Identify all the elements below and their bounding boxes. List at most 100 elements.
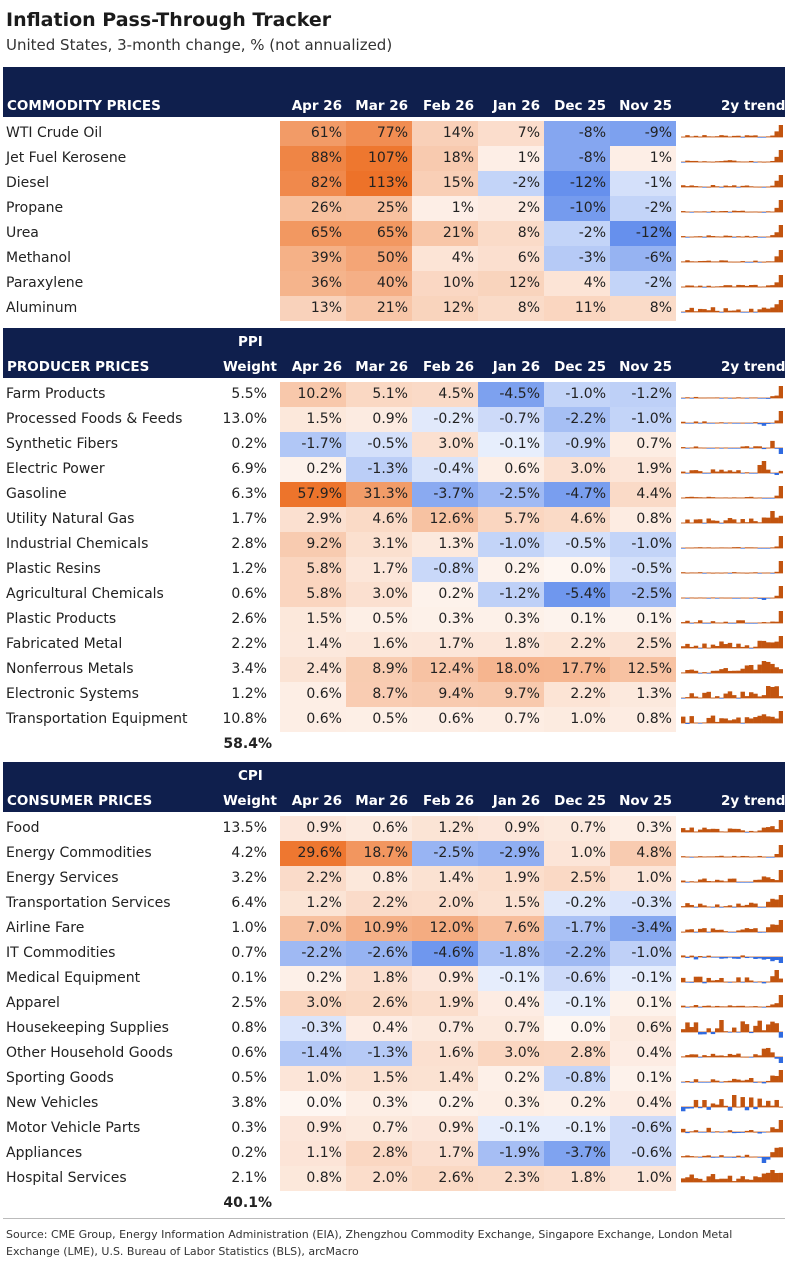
sparkline-bar (778, 1057, 783, 1063)
sparkline-bar (689, 423, 694, 424)
sparkline-bar (727, 261, 733, 263)
sparkline-bar (753, 312, 758, 313)
sparkline-bar (770, 857, 775, 858)
sparkline-bar (778, 470, 783, 473)
sparkline-bar (693, 311, 699, 312)
value-cell: 1% (412, 196, 478, 221)
sparkline-bar (766, 1047, 771, 1057)
sparkline-bar (698, 829, 703, 832)
row-weight: 4.2% (231, 845, 267, 861)
sparkline-bar (723, 1131, 728, 1133)
commodity-header-label: COMMODITY PRICES (7, 98, 161, 114)
sparkline-bar (698, 597, 703, 599)
sparkline-bar (681, 906, 686, 907)
value-cell: -1.0% (544, 382, 610, 407)
sparkline-bar (770, 686, 775, 698)
sparkline-bar (770, 1021, 775, 1032)
sparkline-bar (702, 260, 707, 262)
sparkline-bar (732, 957, 737, 959)
sparkline-bar (727, 670, 733, 673)
sparkline-bar (727, 160, 733, 162)
sparkline-bar (757, 957, 762, 959)
sparkline-bar (774, 667, 779, 673)
sparkline-bar (740, 1157, 745, 1158)
commodity-header: COMMODITY PRICES Apr 26 Mar 26 Feb 26 Jan 26… (3, 67, 785, 117)
sparkline-bar (710, 1103, 716, 1107)
sparkline-bar (770, 879, 775, 882)
value-cell: -0.1% (478, 966, 544, 991)
sparkline-bar (693, 160, 699, 162)
sparkline-bar (727, 720, 733, 723)
sparkline-bar (778, 696, 783, 698)
sparkline-bar (740, 397, 745, 399)
sparkline-bar (753, 236, 758, 237)
value-cell: 0.3% (610, 816, 676, 841)
sparkline-bar (702, 421, 707, 423)
sparkline-bar (761, 572, 767, 574)
sparkline-bar (698, 1057, 703, 1058)
sparkline-bar (693, 1079, 699, 1082)
sparkline-bar (757, 855, 762, 857)
value-cell: -2.5% (412, 841, 478, 866)
sparkline-bar (702, 623, 707, 624)
sparkline-bar (710, 572, 716, 574)
sparkline-bar (715, 497, 720, 499)
row-label: Medical Equipment (6, 970, 141, 986)
value-cell: 1.3% (610, 682, 676, 707)
sparkline-bar (727, 1157, 733, 1158)
value-cell: 0.6% (346, 816, 412, 841)
sparkline-bar (681, 1156, 686, 1157)
sparkline-bar (744, 882, 750, 883)
sparkline-bar (761, 695, 767, 698)
sparkline-bar (740, 982, 745, 983)
sparkline-bar (693, 881, 699, 883)
row-label: Fabricated Metal (6, 636, 123, 652)
sparkline-bar (715, 645, 720, 648)
sparkline-bar (736, 903, 741, 907)
trend-sparkline (681, 711, 783, 724)
value-cell: 7% (478, 121, 544, 146)
sparkline-bar (715, 1157, 720, 1158)
sparkline-bar (749, 623, 754, 624)
trend-sparkline (681, 300, 783, 313)
sparkline-bar (689, 285, 694, 287)
sparkline-bar (702, 1082, 707, 1083)
sparkline-bar (719, 929, 724, 932)
sparkline-bar (702, 643, 707, 648)
sparkline-bar (710, 980, 716, 982)
sparkline-bar (715, 879, 720, 882)
sparkline-bar (740, 548, 745, 549)
sparkline-bar (681, 1082, 686, 1083)
sparkline-bar (766, 548, 771, 549)
sparkline-bar (689, 136, 694, 138)
trend-sparkline (681, 1120, 783, 1134)
sparkline-bar (774, 180, 779, 187)
sparkline-bar (740, 723, 745, 724)
sparkline-bar (770, 642, 775, 648)
sparkline-bar (736, 1178, 741, 1182)
value-cell: 107% (346, 146, 412, 171)
sparkline-bar (766, 661, 771, 673)
sparkline-bar (740, 905, 745, 907)
sparkline-bar (753, 1025, 758, 1032)
row-weight: 0.6% (231, 1045, 267, 1061)
sparkline-bar (749, 718, 754, 723)
sparkline-bar (693, 186, 699, 187)
sparkline-bar (727, 497, 733, 499)
value-cell: -1.0% (610, 941, 676, 966)
value-cell: 1.8% (544, 1166, 610, 1191)
sparkline-bar (693, 622, 699, 623)
sparkline-bar (766, 1024, 771, 1032)
sparkline-bar (770, 440, 775, 448)
sparkline-bar (753, 186, 758, 188)
sparkline-bar (766, 857, 771, 858)
sparkline-bar (753, 717, 758, 723)
total-weight: 58.4% (223, 736, 272, 752)
sparkline-bar (685, 1132, 690, 1134)
trend-sparkline (681, 1020, 783, 1038)
sparkline-bar (693, 1005, 699, 1007)
sparkline-bar (719, 1155, 724, 1157)
trend-sparkline (681, 661, 783, 674)
table-row: Propane 26% 25% 1% 2% -10% -2% (3, 196, 785, 221)
sparkline-bar (736, 261, 741, 263)
